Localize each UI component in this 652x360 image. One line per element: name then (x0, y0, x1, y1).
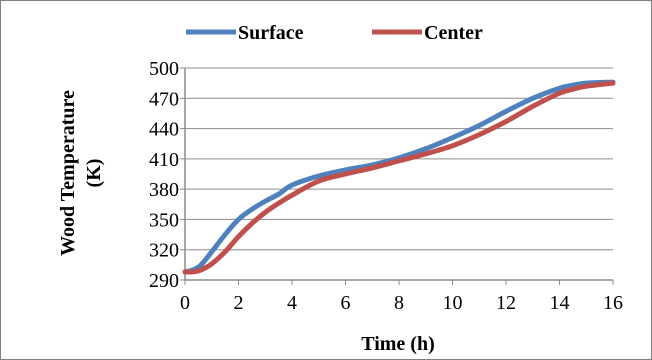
x-tick-label-2: 2 (234, 292, 244, 314)
legend-label-center: Center (424, 22, 483, 44)
x-tick-label-0: 0 (180, 292, 190, 314)
x-tick-label-16: 16 (603, 292, 623, 314)
series-lines (182, 79, 616, 275)
y-tick-label-470: 470 (149, 88, 179, 110)
x-tick-label-8: 8 (394, 292, 404, 314)
x-tick-label-14: 14 (550, 292, 570, 314)
legend-label-surface: Surface (238, 22, 304, 44)
y-axis-title: Wood Temperature (K) (57, 90, 105, 256)
axes (180, 67, 614, 285)
x-tick-label-10: 10 (443, 292, 463, 314)
x-tick-label-12: 12 (496, 292, 516, 314)
y-tick-label-380: 380 (149, 179, 179, 201)
y-tick-label-290: 290 (149, 270, 179, 292)
y-axis-title-line1: Wood Temperature (57, 90, 79, 256)
y-axis-title-line2: (K) (83, 159, 105, 188)
x-axis-title: Time (h) (361, 333, 435, 355)
y-tick-label-410: 410 (149, 149, 179, 171)
y-tick-label-440: 440 (149, 119, 179, 141)
tick-labels: 290 320 350 380 410 440 470 500 0 2 4 6 8 10 12 14 16 (149, 58, 623, 314)
y-tick-label-350: 350 (149, 209, 179, 231)
series-line-center (182, 80, 616, 275)
y-tick-label-500: 500 (149, 58, 179, 80)
y-tick-label-320: 320 (149, 240, 179, 262)
x-tick-label-4: 4 (287, 292, 297, 314)
legend: Surface Center (186, 22, 483, 44)
series-line-surface (182, 79, 616, 275)
x-tick-label-6: 6 (341, 292, 351, 314)
